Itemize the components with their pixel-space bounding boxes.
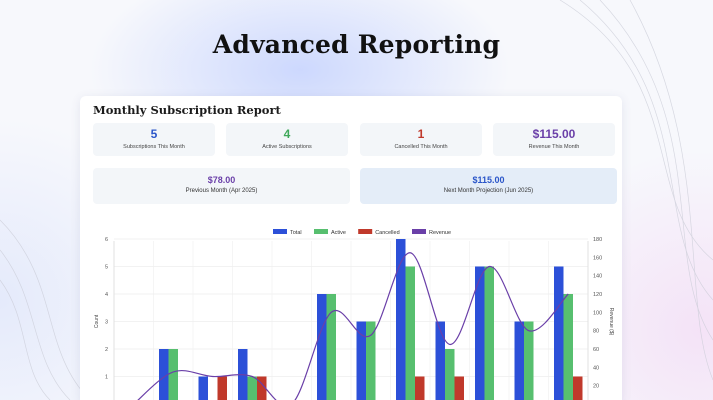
bar-total [159,349,169,400]
y2-tick-label: 160 [593,255,602,261]
bar-active [326,294,336,400]
stat-value: 4 [283,127,291,141]
bar-active [445,349,455,400]
y2-axis-title: Revenue ($) [608,308,614,336]
bar-total [396,239,406,400]
y-axis-title: Count [94,314,100,328]
bar-active [168,349,178,400]
y-tick-label: 4 [105,292,108,298]
stat-value: $115.00 [532,127,576,141]
report-card: Monthly Subscription Report 5 Subscripti… [80,96,622,400]
y2-tick-label: 140 [593,274,602,280]
stat-card-active: 4 Active Subscriptions [226,123,348,156]
projection-card: $115.00 Next Month Projection (Jun 2025) [360,168,617,204]
y2-tick-label: 20 [593,384,599,390]
projection-value: $115.00 [472,175,505,185]
bar-total [198,376,208,400]
y-tick-label: 2 [105,347,108,353]
stat-label: Active Subscriptions [262,144,312,150]
projection-label: Next Month Projection (Jun 2025) [443,188,534,194]
legend-label: Active [331,230,346,236]
legend-swatch [314,229,328,234]
legend-swatch [412,229,426,234]
stat-value: 1 [417,127,425,141]
bar-cancelled [415,376,425,400]
previous-month-value: $78.00 [207,175,236,185]
page-headline: Advanced Reporting [212,30,501,59]
bar-active [524,321,534,400]
legend-label: Cancelled [375,230,399,236]
stat-card-revenue: $115.00 Revenue This Month [493,123,615,156]
bar-active [405,266,415,400]
bar-total [475,266,485,400]
stat-label: Subscriptions This Month [123,144,185,150]
y2-tick-label: 100 [593,310,602,316]
legend-swatch [358,229,373,234]
bar-total [356,321,366,400]
bar-total [317,294,327,400]
bar-active [247,376,257,400]
bar-total [514,321,524,400]
legend-swatch [273,229,287,234]
y2-tick-label: 120 [593,292,602,298]
y2-tick-label: 180 [593,237,602,243]
bar-cancelled [217,376,227,400]
previous-month-card: $78.00 Previous Month (Apr 2025) [93,168,350,204]
y2-tick-label: 60 [593,347,599,353]
stat-card-subscriptions: 5 Subscriptions This Month [93,123,215,156]
report-title: Monthly Subscription Report [93,103,281,117]
bar-active [563,294,573,400]
bar-total [435,321,445,400]
y2-tick-label: 80 [593,329,599,335]
stat-value: 5 [150,127,158,141]
y2-tick-label: 40 [593,365,599,371]
bar-total [554,266,564,400]
y-tick-label: 1 [105,375,108,381]
bar-cancelled [454,376,464,400]
bar-cancelled [573,376,583,400]
bar-active [366,321,376,400]
bar-cancelled [257,376,267,400]
y-tick-label: 6 [105,237,108,243]
previous-month-label: Previous Month (Apr 2025) [185,188,258,194]
subscription-chart: 1 2 3 4 5 6 20 40 60 80 100 120 140 160 180 Count Revenu… [94,229,614,400]
stat-label: Cancelled This Month [394,144,448,150]
revenue-line [137,252,569,400]
stat-label: Revenue This Month [528,144,580,150]
y-tick-label: 3 [105,320,108,326]
legend-label: Total [290,230,302,236]
y-tick-label: 5 [105,265,108,271]
legend-label: Revenue [429,230,451,236]
bar-active [484,266,494,400]
stat-card-cancelled: 1 Cancelled This Month [360,123,482,156]
